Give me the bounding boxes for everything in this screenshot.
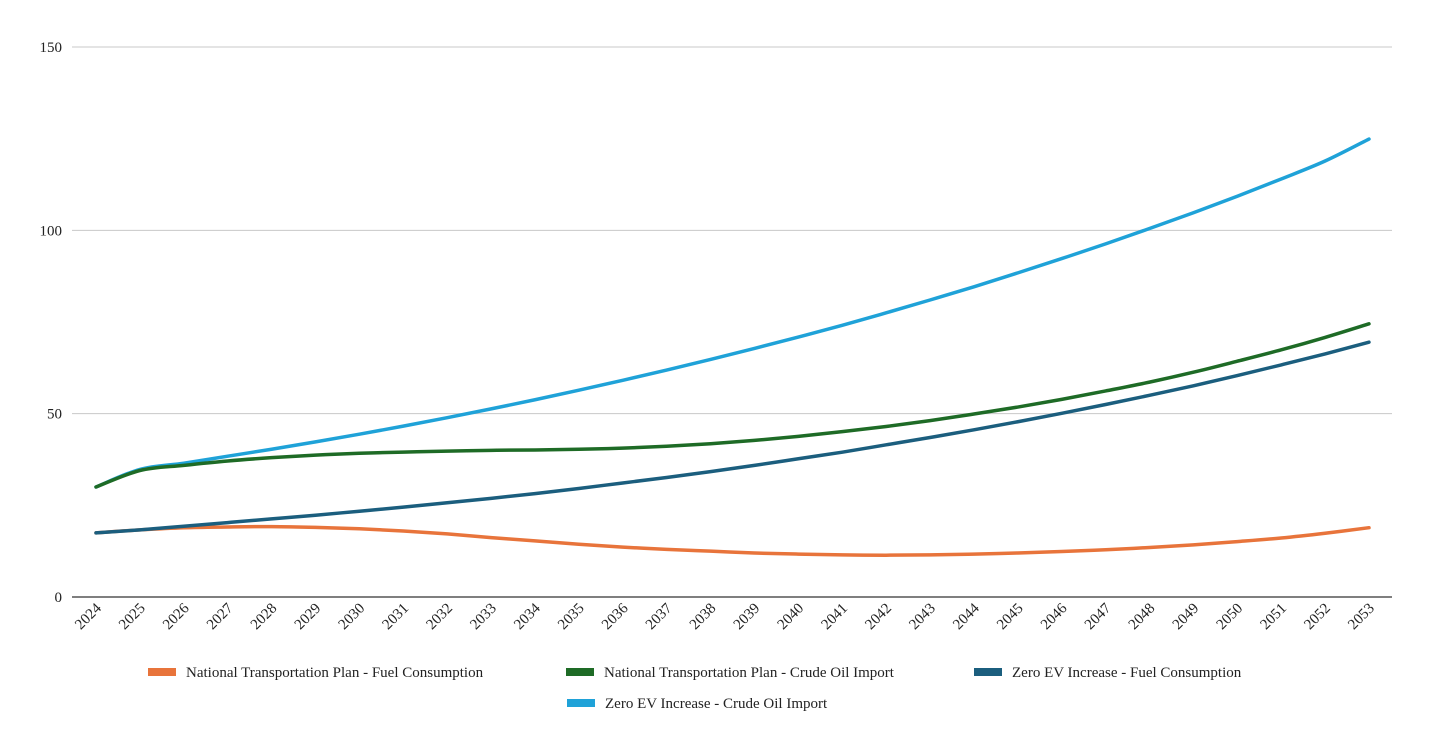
x-tick-label: 2036 [599,600,632,633]
x-tick-label: 2052 [1301,601,1334,634]
x-tick-label: 2035 [555,601,588,634]
legend-label: Zero EV Increase - Crude Oil Import [605,696,828,712]
series-line-3 [94,340,1371,535]
x-tick-label: 2033 [467,601,500,634]
y-tick-label: 50 [47,407,62,423]
x-tick-label: 2051 [1258,601,1291,634]
x-tick-label: 2049 [1170,601,1203,634]
legend: National Transportation Plan - Fuel Cons… [148,665,1242,712]
x-tick-label: 2048 [1126,601,1159,634]
legend-label: Zero EV Increase - Fuel Consumption [1012,665,1242,681]
legend-swatch [974,668,1002,676]
y-tick-label: 0 [55,590,63,606]
x-tick-label: 2027 [204,600,237,633]
legend-label: National Transportation Plan - Fuel Cons… [186,665,484,681]
grid-layer [72,46,1392,415]
x-tick-label: 2040 [775,601,808,634]
x-tick-label: 2045 [994,601,1027,634]
legend-item[interactable]: National Transportation Plan - Crude Oil… [566,665,895,681]
x-tick-label: 2050 [1214,601,1247,634]
x-tick-label: 2025 [116,601,149,634]
legend-item[interactable]: National Transportation Plan - Fuel Cons… [148,665,484,681]
legend-swatch [567,699,595,707]
x-tick-label: 2041 [819,601,852,634]
legend-label: National Transportation Plan - Crude Oil… [604,665,895,681]
x-tick-label: 2047 [1082,600,1115,633]
y-tick-label: 150 [40,40,63,56]
legend-item[interactable]: Zero EV Increase - Crude Oil Import [567,696,828,712]
series-layer [94,137,1371,557]
x-tick-label: 2046 [1038,600,1071,633]
x-tick-label: 2024 [72,600,105,633]
x-tick-label: 2039 [731,601,764,634]
x-tick-label: 2026 [160,600,193,633]
x-tick-label: 2031 [380,601,413,634]
x-tick-label: 2038 [687,601,720,634]
y-tick-label: 100 [40,223,63,239]
x-tick-label: 2044 [950,600,983,633]
x-tick-label: 2037 [643,600,676,633]
series-line-2 [94,322,1371,489]
x-tick-label: 2028 [248,601,281,634]
x-tick-label: 2053 [1345,601,1378,634]
x-tick-label: 2034 [511,600,544,633]
x-tick-label: 2029 [292,601,325,634]
legend-swatch [148,668,176,676]
x-tick-label: 2030 [336,601,369,634]
legend-swatch [566,668,594,676]
series-line-4 [94,137,1371,489]
series-line-1 [94,524,1371,557]
x-tick-label: 2032 [423,601,456,634]
x-tick-label: 2043 [906,601,939,634]
x-tick-label: 2042 [862,601,895,634]
legend-item[interactable]: Zero EV Increase - Fuel Consumption [974,665,1242,681]
